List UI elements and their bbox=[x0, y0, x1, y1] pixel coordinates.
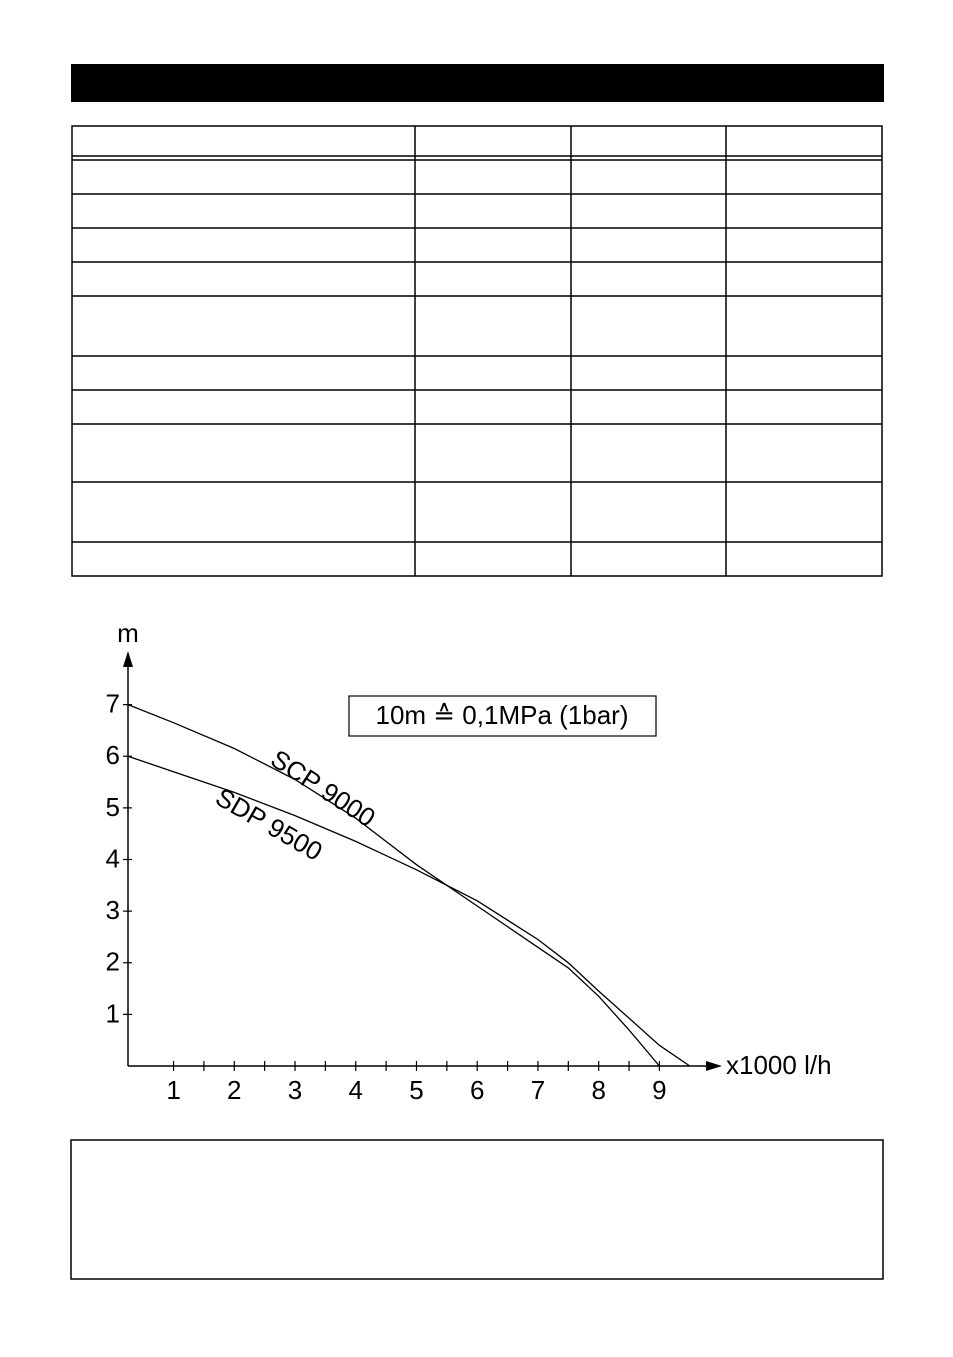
y-tick-label: 5 bbox=[106, 792, 120, 822]
x-tick-label: 9 bbox=[652, 1075, 666, 1105]
x-tick-label: 8 bbox=[591, 1075, 605, 1105]
x-tick-label: 4 bbox=[349, 1075, 363, 1105]
x-tick-label: 3 bbox=[288, 1075, 302, 1105]
y-tick-label: 7 bbox=[106, 689, 120, 719]
x-axis-arrow bbox=[706, 1061, 722, 1071]
note-box bbox=[70, 1139, 884, 1280]
header-bar bbox=[71, 64, 884, 102]
y-tick-label: 1 bbox=[106, 998, 120, 1028]
y-axis-arrow bbox=[123, 651, 133, 667]
pump-curve bbox=[127, 755, 691, 1067]
y-tick-label: 3 bbox=[106, 895, 120, 925]
spec-table bbox=[71, 125, 883, 577]
x-tick-label: 7 bbox=[531, 1075, 545, 1105]
x-tick-label: 5 bbox=[409, 1075, 423, 1105]
y-axis-label: m bbox=[117, 618, 139, 648]
x-tick-label: 1 bbox=[166, 1075, 180, 1105]
pump-curve bbox=[127, 703, 660, 1067]
x-tick-label: 2 bbox=[227, 1075, 241, 1105]
y-tick-label: 2 bbox=[106, 947, 120, 977]
x-axis-label: x1000 l/h bbox=[726, 1050, 832, 1080]
y-tick-label: 6 bbox=[106, 740, 120, 770]
annotation: 10m ≙ 0,1MPa (1bar) bbox=[376, 700, 629, 730]
x-tick-label: 6 bbox=[470, 1075, 484, 1105]
chart: m x1000 l/h 1 2 3 4 5 6 7 1 2 3 4 5 6 7 8 9 10m ≙ 0,1MPa (… bbox=[106, 618, 832, 1105]
y-tick-label: 4 bbox=[106, 843, 120, 873]
table-border bbox=[71, 125, 883, 577]
annotation-box bbox=[348, 695, 657, 737]
